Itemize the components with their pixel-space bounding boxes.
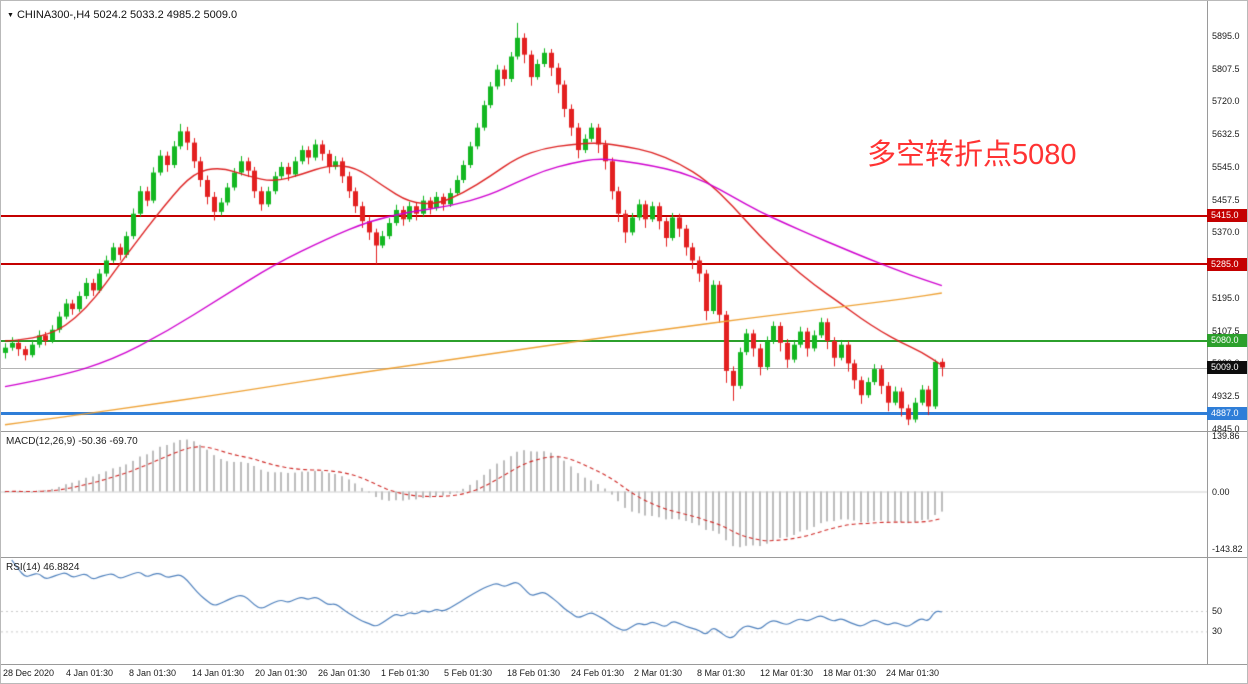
price-axis-label: 5807.5: [1212, 63, 1240, 74]
macd-axis-label: 0.00: [1212, 486, 1230, 497]
price-axis-label: 5457.5: [1212, 194, 1240, 205]
time-axis-separator: [1, 664, 1247, 665]
rsi-axis-label: 50: [1212, 606, 1223, 616]
time-axis-label: 18 Feb 01:30: [507, 668, 561, 678]
time-axis-label: 14 Jan 01:30: [192, 668, 245, 678]
rsi-indicator-label: RSI(14) 46.8824: [6, 562, 80, 573]
price-axis-label: 5720.0: [1212, 96, 1240, 107]
price-axis-label: 5895.0: [1212, 30, 1240, 41]
macd-axis-label: 139.86: [1212, 430, 1240, 441]
price-axis-label: 5370.0: [1212, 227, 1240, 238]
macd-indicator-label: MACD(12,26,9) -50.36 -69.70: [6, 436, 138, 447]
time-axis-label: 8 Mar 01:30: [697, 668, 746, 678]
time-axis-label: 28 Dec 2020: [3, 668, 55, 678]
chart-annotation-text[interactable]: 多空转折点5080: [867, 139, 1077, 171]
time-axis-label: 2 Mar 01:30: [634, 668, 683, 678]
time-axis-label: 4 Jan 01:30: [66, 668, 114, 678]
price-tag-5285.0: 5285.0: [1207, 257, 1247, 271]
time-axis-label: 24 Feb 01:30: [571, 668, 625, 678]
symbol-dropdown-icon[interactable]: ▼: [7, 12, 14, 19]
time-axis-label: 24 Mar 01:30: [886, 668, 940, 678]
macd-axis-label: -143.82: [1212, 543, 1243, 554]
symbol-quote: 5024.2 5033.2 4985.2 5009.0: [93, 9, 238, 21]
time-axis-label: 5 Feb 01:30: [444, 668, 493, 678]
price-axis-label: 5107.5: [1212, 325, 1240, 336]
time-axis-label: 8 Jan 01:30: [129, 668, 177, 678]
price-tag-5080.0: 5080.0: [1207, 334, 1247, 348]
main-macd-panel-splitter[interactable]: [1, 431, 1247, 432]
time-axis-label: 20 Jan 01:30: [255, 668, 308, 678]
symbol-info-bar: ▼ CHINA300-,H4 5024.2 5033.2 4985.2 5009.…: [7, 9, 237, 21]
time-axis-label: 26 Jan 01:30: [318, 668, 371, 678]
price-axis-label: 5632.5: [1212, 129, 1240, 140]
time-axis-label: 12 Mar 01:30: [760, 668, 814, 678]
rsi-axis-label: 30: [1212, 626, 1223, 637]
time-axis-label: 18 Mar 01:30: [823, 668, 877, 678]
macd-rsi-panel-splitter[interactable]: [1, 557, 1247, 558]
symbol-name: CHINA300-,H4: [16, 9, 91, 21]
current-price-tag: 5009.0: [1207, 361, 1247, 374]
price-tag-4887.0: 4887.0: [1207, 406, 1247, 420]
price-axis-label: 4932.5: [1212, 391, 1240, 402]
price-tag-5415.0: 5415.0: [1207, 209, 1247, 223]
price-axis-label: 5545.0: [1212, 161, 1240, 172]
price-axis-label: 4845.0: [1212, 423, 1240, 434]
time-axis-label: 1 Feb 01:30: [381, 668, 430, 678]
price-axis-label: 5195.0: [1212, 292, 1240, 303]
price-axis-border: [1207, 1, 1208, 664]
